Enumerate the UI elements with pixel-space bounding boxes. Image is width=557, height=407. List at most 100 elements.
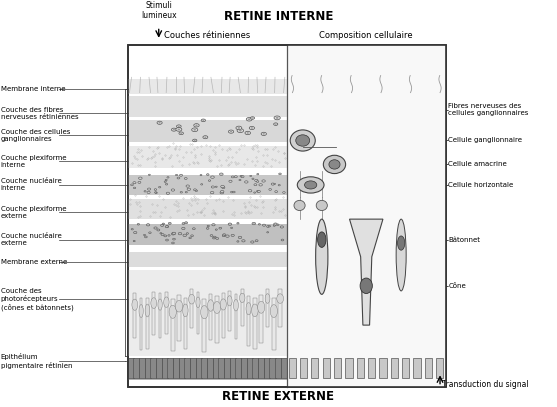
Ellipse shape [194,124,199,127]
Ellipse shape [223,234,226,236]
Bar [234,294,237,339]
Text: Membrane externe: Membrane externe [1,259,67,265]
Ellipse shape [172,232,176,234]
Bar [236,358,242,378]
Ellipse shape [305,181,317,189]
Ellipse shape [250,175,252,177]
Bar [379,358,387,378]
Ellipse shape [265,294,270,303]
Bar [222,293,225,338]
Ellipse shape [278,184,280,186]
Ellipse shape [171,189,175,191]
Ellipse shape [255,240,258,242]
Ellipse shape [144,234,145,236]
Ellipse shape [148,174,150,175]
Ellipse shape [175,300,183,312]
Bar [128,45,446,387]
Ellipse shape [317,232,326,247]
Ellipse shape [196,125,198,126]
Bar [241,358,247,378]
Ellipse shape [131,184,133,186]
Ellipse shape [290,130,315,151]
Ellipse shape [201,306,208,319]
Bar [145,358,151,378]
Ellipse shape [159,186,161,188]
Ellipse shape [160,224,164,226]
Ellipse shape [193,129,196,131]
Ellipse shape [195,190,198,192]
Ellipse shape [245,181,248,183]
Ellipse shape [275,123,277,125]
Bar [152,292,155,335]
Bar [128,224,287,245]
Bar [190,289,193,328]
Bar [128,96,287,116]
Ellipse shape [219,173,223,175]
Ellipse shape [149,232,151,234]
Bar [128,270,287,356]
Ellipse shape [237,129,243,133]
Ellipse shape [144,190,146,192]
Ellipse shape [258,301,265,313]
Ellipse shape [316,200,328,210]
Bar [224,358,230,378]
Ellipse shape [282,192,285,193]
Ellipse shape [176,127,182,131]
Ellipse shape [255,179,258,182]
Bar [171,299,175,351]
Ellipse shape [155,192,157,193]
Ellipse shape [179,132,183,135]
Ellipse shape [259,184,262,186]
Ellipse shape [208,180,211,182]
Ellipse shape [252,304,258,317]
Ellipse shape [185,222,188,224]
Ellipse shape [252,117,253,119]
Bar [146,298,149,349]
Ellipse shape [277,224,279,225]
Ellipse shape [211,186,214,188]
Bar [281,358,287,378]
Ellipse shape [231,176,234,178]
Ellipse shape [172,233,175,235]
Ellipse shape [247,132,249,134]
Ellipse shape [131,228,133,230]
Ellipse shape [196,297,200,308]
Bar [202,299,206,352]
Bar [150,358,157,378]
Ellipse shape [263,133,265,135]
Ellipse shape [216,186,217,187]
Bar [128,358,287,380]
Bar [201,358,207,378]
Ellipse shape [211,191,214,194]
Bar [272,298,276,350]
Text: Couche nucléaire
interne: Couche nucléaire interne [1,178,61,191]
Ellipse shape [254,192,256,193]
Ellipse shape [267,232,268,233]
Ellipse shape [230,131,232,132]
Ellipse shape [220,299,226,310]
Ellipse shape [165,239,168,241]
Bar [177,295,181,341]
Ellipse shape [274,116,280,120]
Ellipse shape [229,180,232,182]
Ellipse shape [169,305,177,318]
Ellipse shape [178,129,180,130]
Text: Couche des
photorécepteurs
(cônes et bâtonnets): Couche des photorécepteurs (cônes et bât… [1,288,74,311]
Ellipse shape [398,236,405,250]
Ellipse shape [157,121,162,124]
Text: RETINE INTERNE: RETINE INTERNE [224,10,333,23]
Ellipse shape [175,174,178,176]
Ellipse shape [254,184,257,186]
Bar [128,45,446,387]
Ellipse shape [213,237,215,239]
Bar [159,293,161,338]
Ellipse shape [240,293,245,302]
Ellipse shape [173,129,175,130]
Bar [207,358,213,378]
Bar [133,293,136,338]
Ellipse shape [239,179,241,181]
Ellipse shape [267,225,270,228]
Bar [289,358,296,378]
Ellipse shape [240,175,242,177]
Ellipse shape [184,177,187,179]
